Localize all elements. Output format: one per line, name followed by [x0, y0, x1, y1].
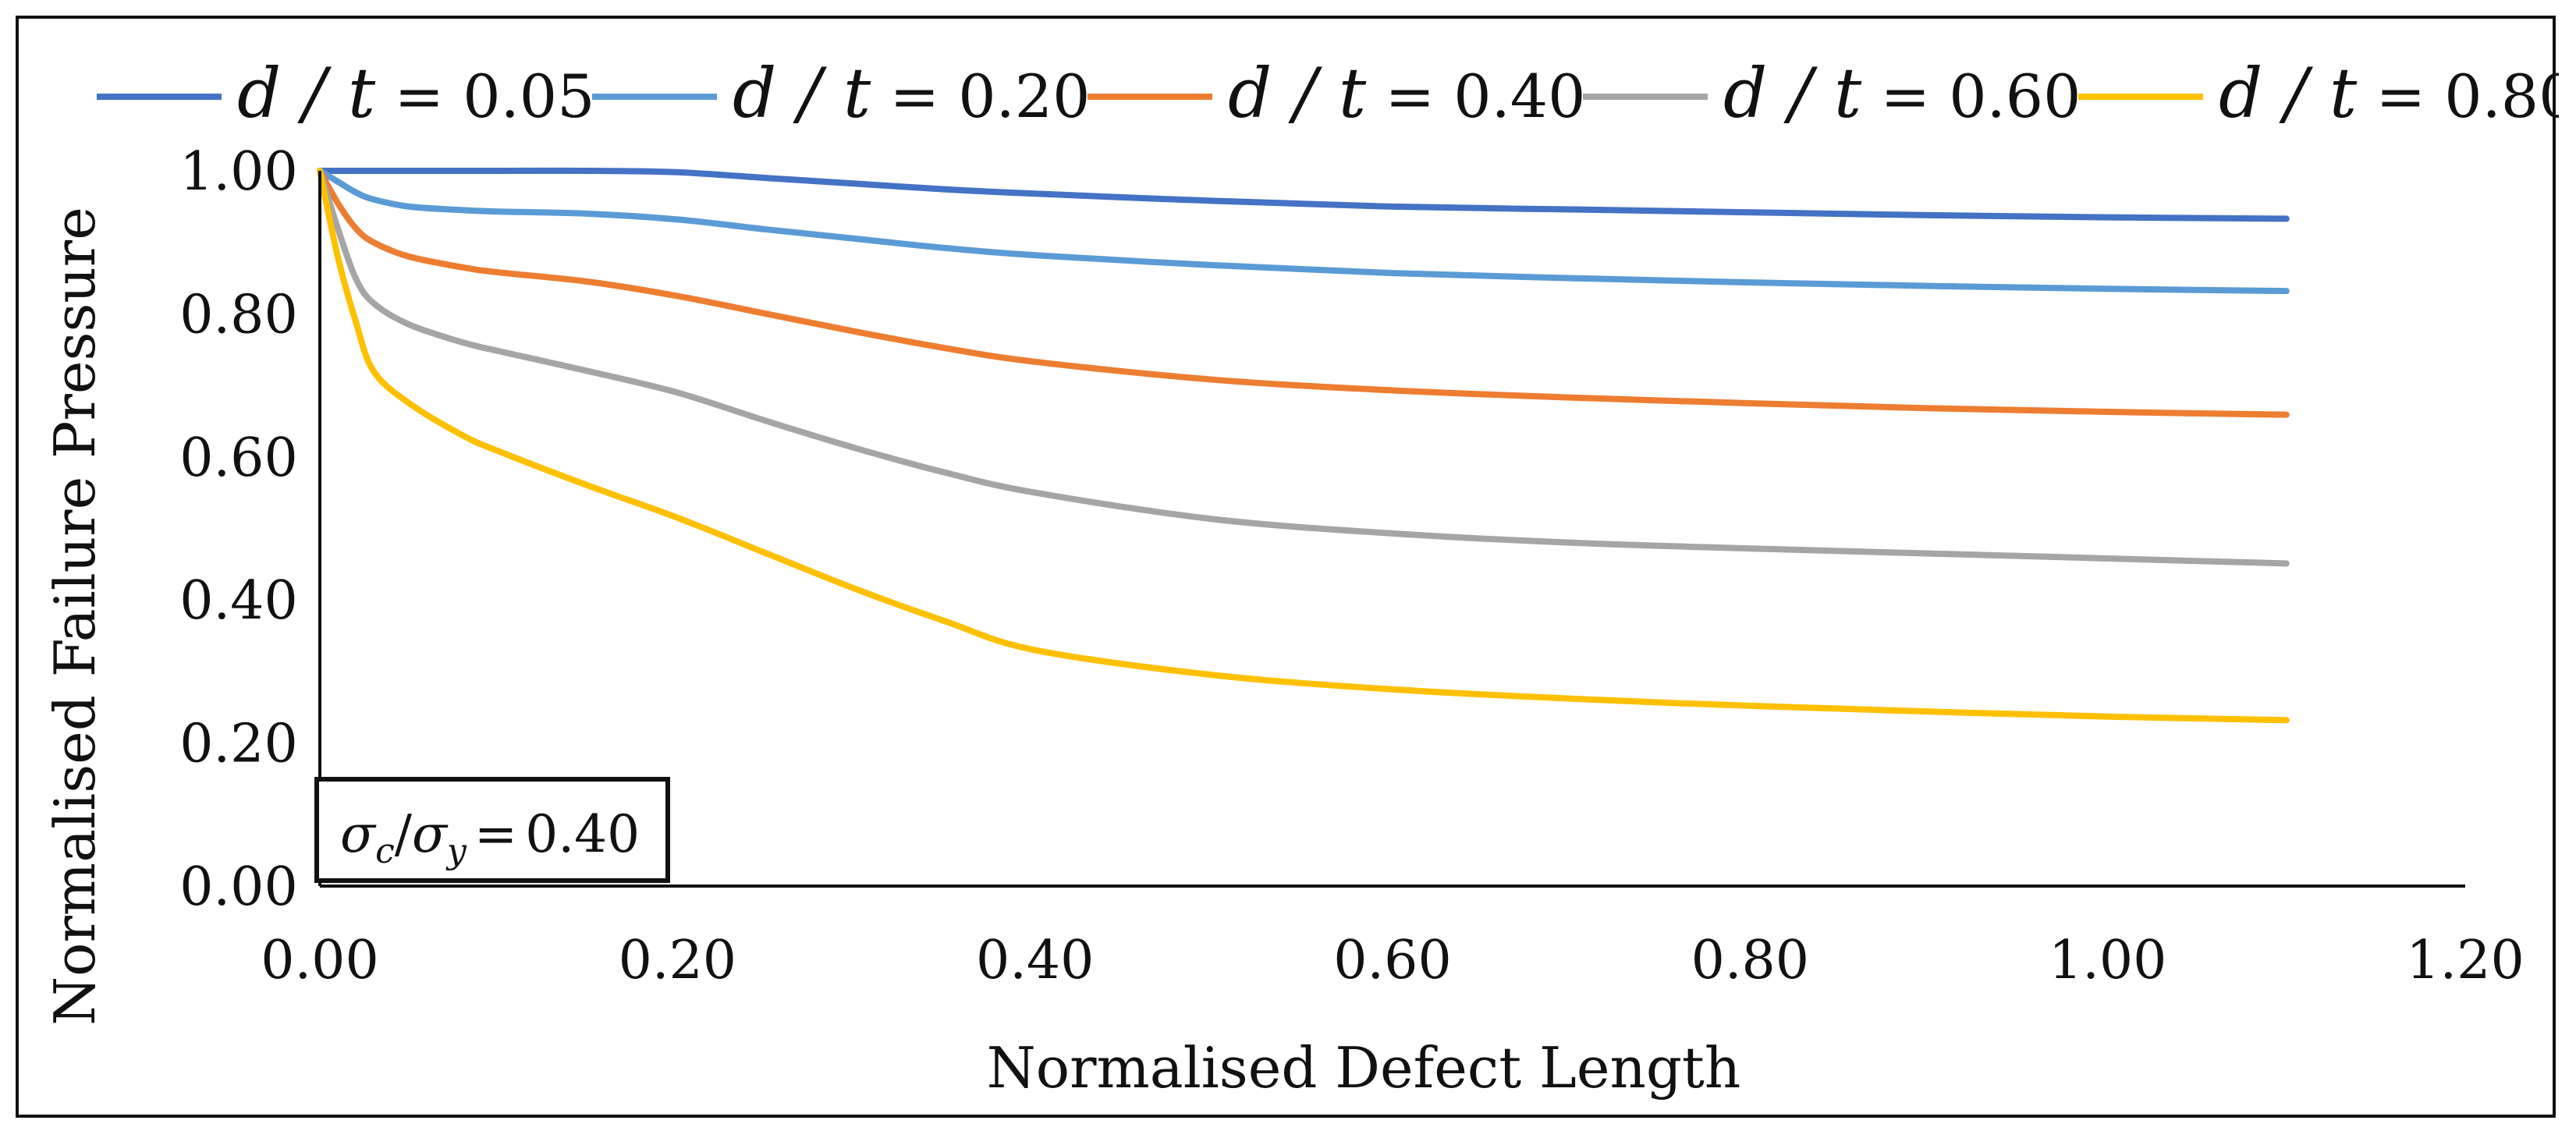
- y-tick-labels: 0.00 0.20 0.40 0.60 0.80 1.00: [179, 141, 297, 918]
- legend: d / t = 0.05 d / t = 0.20 d / t = 0.40 d / …: [97, 53, 2559, 133]
- legend-label: d / t = 0.60: [1723, 53, 2081, 133]
- legend-item: d / t = 0.40: [1088, 53, 1586, 133]
- x-tick-label: 0.00: [261, 930, 378, 991]
- sigma-y-subscript: y: [445, 831, 467, 871]
- legend-label: d / t = 0.40: [1228, 53, 1586, 133]
- y-tick-label: 0.80: [179, 284, 297, 346]
- series-line-4: [317, 168, 2290, 567]
- ratio-equals: =: [474, 804, 517, 864]
- series-line-1: [317, 167, 2290, 222]
- legend-item: d / t = 0.60: [1583, 53, 2081, 133]
- sigma-c-subscript: c: [375, 831, 395, 871]
- y-tick-label: 0.20: [179, 714, 297, 775]
- legend-label: d / t = 0.20: [733, 53, 1091, 133]
- series-line-5: [317, 168, 2290, 724]
- x-tick-labels: 0.00 0.20 0.40 0.60 0.80 1.00 1.20: [261, 930, 2524, 991]
- x-tick-label: 1.20: [2406, 930, 2524, 991]
- series-lines: [317, 167, 2290, 724]
- sigma-y-symbol: σ: [412, 804, 449, 864]
- legend-item: d / t = 0.05: [97, 53, 595, 133]
- x-axis-title: Normalised Defect Length: [987, 1035, 1740, 1101]
- ratio-annotation-box: [314, 777, 670, 883]
- ratio-annotation: σc/σy = 0.40: [314, 777, 670, 883]
- x-tick-label: 0.60: [1333, 930, 1451, 991]
- ratio-slash: /: [395, 804, 413, 864]
- ratio-annotation-text: σc/σy = 0.40: [340, 804, 640, 871]
- ratio-value: 0.40: [525, 804, 640, 864]
- legend-label: d / t = 0.05: [237, 53, 595, 133]
- y-tick-label: 0.60: [179, 427, 297, 489]
- legend-label: d / t = 0.80: [2219, 53, 2559, 133]
- series-line-3: [317, 168, 2290, 418]
- y-tick-label: 0.00: [179, 856, 297, 918]
- y-axis-title: Normalised Failure Pressure: [42, 207, 108, 1026]
- line-chart: d / t = 0.05 d / t = 0.20 d / t = 0.40 d / …: [42, 53, 2559, 1101]
- y-tick-label: 0.40: [179, 570, 297, 632]
- series-line-2: [317, 168, 2290, 295]
- x-tick-label: 0.20: [619, 930, 736, 991]
- chart-frame: d / t = 0.05 d / t = 0.20 d / t = 0.40 d / …: [16, 16, 2559, 1118]
- legend-item: d / t = 0.20: [592, 53, 1091, 133]
- legend-item: d / t = 0.80: [2078, 53, 2559, 133]
- x-tick-label: 0.40: [976, 930, 1094, 991]
- sigma-c-symbol: σ: [340, 804, 377, 864]
- x-tick-label: 1.00: [2049, 930, 2166, 991]
- x-tick-label: 0.80: [1691, 930, 1809, 991]
- y-tick-label: 1.00: [179, 141, 297, 203]
